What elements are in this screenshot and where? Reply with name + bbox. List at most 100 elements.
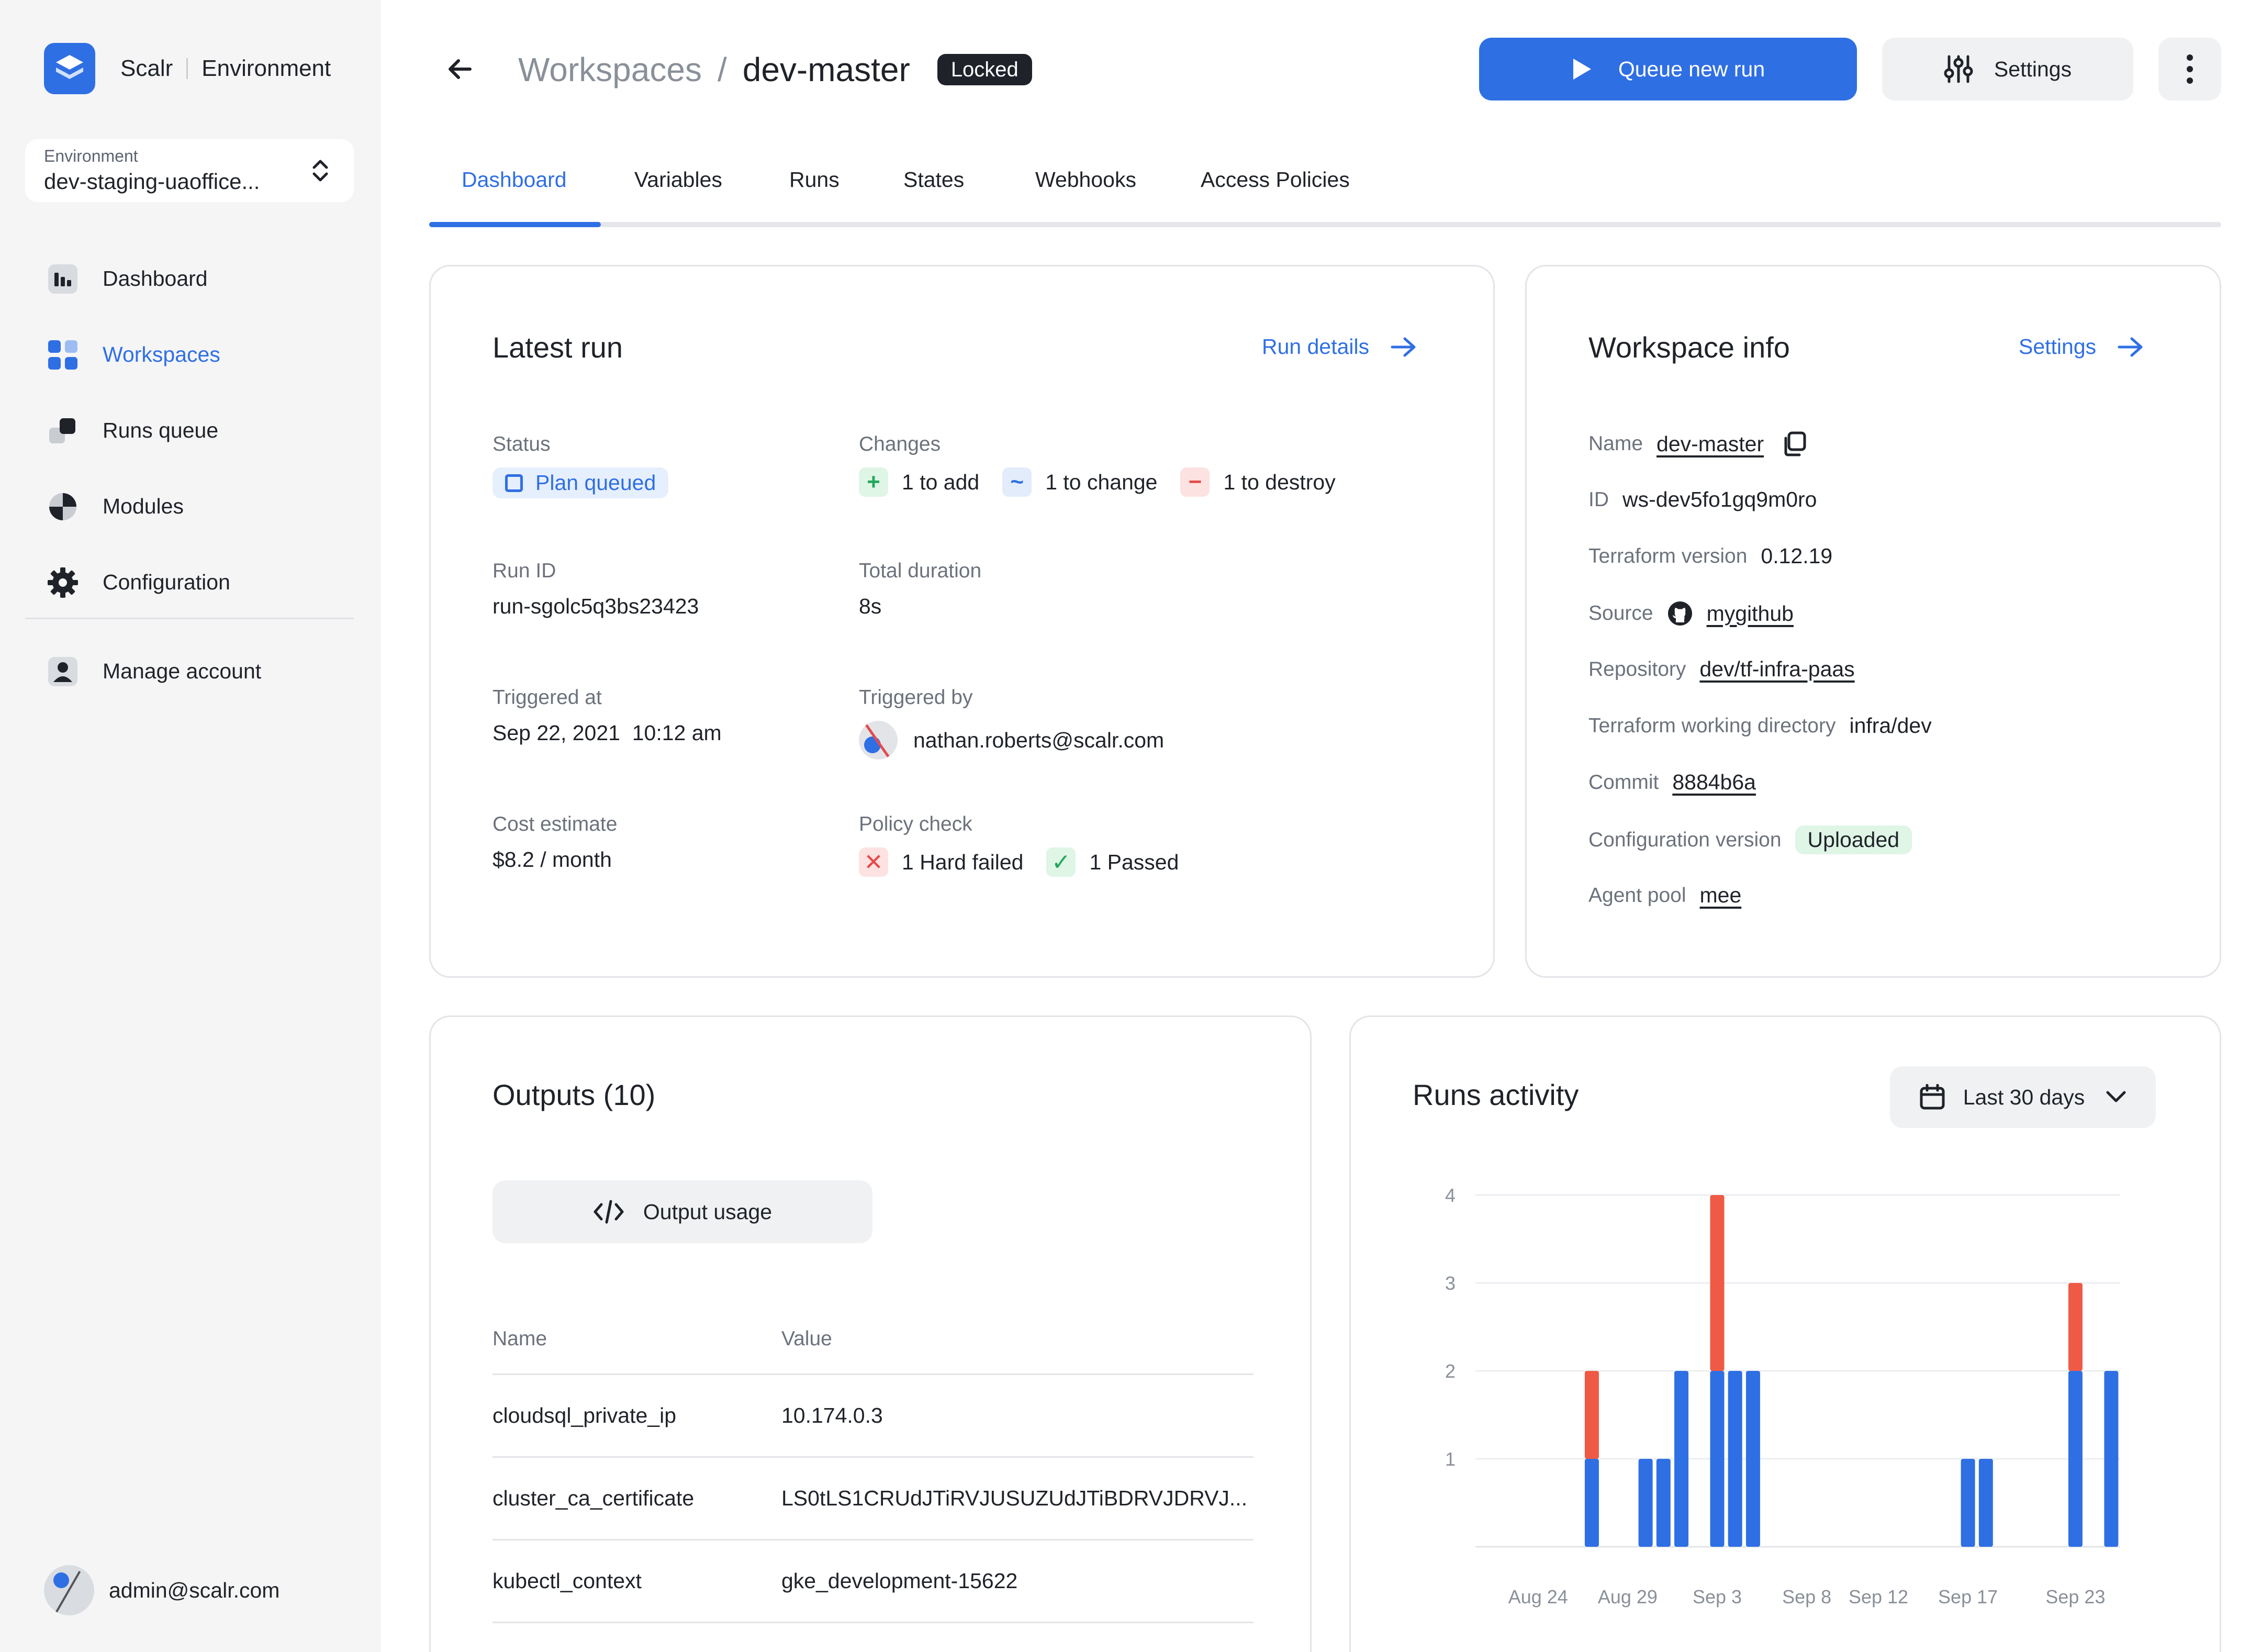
info-working-directory-value: infra/dev	[1849, 713, 1932, 738]
environment-select[interactable]: Environment dev-staging-uaoffice...	[25, 139, 354, 202]
info-commit-value[interactable]: 8884b6a	[1672, 770, 1756, 794]
sidebar-item-label: Runs queue	[103, 418, 219, 442]
date-range-value: Last 30 days	[1963, 1085, 2085, 1109]
settings-button[interactable]: Settings	[1882, 38, 2133, 101]
cost-value: $8.2 / month	[493, 847, 612, 872]
sidebar-item-modules[interactable]: Modules	[44, 468, 358, 544]
table-row[interactable]: kubectl_context gke_development-15622	[493, 1541, 1253, 1623]
gear-icon	[44, 564, 82, 601]
calendar-icon	[1920, 1084, 1945, 1110]
runs-activity-chart: 1 2 3 4 Aug 24 Aug 29 Sep 3 Sep 8 Sep 12 Sep 17 Se…	[1445, 1185, 2120, 1608]
configuration-status-badge: Uploaded	[1795, 825, 1912, 854]
sidebar-divider	[25, 618, 354, 619]
workspace-tabs: Dashboard Variables Runs States Webhooks…	[429, 157, 2221, 227]
change-destroy-value: 1 to destroy	[1223, 470, 1336, 494]
duration-value: 8s	[859, 594, 882, 618]
queue-new-run-label: Queue new run	[1618, 57, 1765, 81]
sidebar-item-workspaces[interactable]: Workspaces	[44, 317, 358, 393]
run-details-link[interactable]: Run details	[1262, 334, 1417, 359]
changes-label: Changes	[859, 433, 941, 455]
arrow-right-icon	[2118, 337, 2143, 356]
triggered-by-label: Triggered by	[859, 686, 973, 709]
bar-success	[1745, 1371, 1760, 1547]
plus-icon: +	[859, 467, 888, 497]
column-header-name: Name	[493, 1327, 547, 1350]
current-user[interactable]: admin@scalr.com	[44, 1565, 279, 1615]
sidebar-item-label: Dashboard	[103, 266, 208, 291]
sidebar-item-label: Modules	[103, 494, 184, 518]
output-usage-button[interactable]: Output usage	[493, 1180, 872, 1243]
info-terraform-version-row: Terraform version 0.12.19	[1588, 544, 1832, 568]
arrow-left-icon	[449, 59, 472, 79]
bar-failed	[1584, 1371, 1599, 1459]
workspace-settings-link[interactable]: Settings	[2019, 334, 2144, 359]
latest-run-card: Latest run Run details Status Plan queue…	[429, 265, 1495, 978]
code-icon	[594, 1200, 624, 1224]
copy-icon[interactable]	[1782, 431, 1807, 457]
info-terraform-version-value: 0.12.19	[1761, 544, 1833, 568]
sidebar-item-configuration[interactable]: Configuration	[44, 544, 358, 620]
sidebar-item-runs-queue[interactable]: Runs queue	[44, 393, 358, 468]
run-id-label: Run ID	[493, 560, 556, 582]
back-button[interactable]	[446, 54, 475, 86]
info-id-row: ID ws-dev5fo1gq9m0ro	[1588, 487, 1817, 512]
chevron-up-down-icon	[312, 160, 328, 182]
policy-passed-value: 1 Passed	[1089, 850, 1179, 874]
info-repository-value[interactable]: dev/tf-infra-paas	[1699, 657, 1855, 681]
info-repository-key: Repository	[1588, 657, 1686, 680]
more-options-button[interactable]	[2158, 38, 2221, 101]
status-badge[interactable]: Plan queued	[493, 467, 669, 498]
tab-webhooks[interactable]: Webhooks	[1035, 168, 1136, 192]
info-name-value[interactable]: dev-master	[1656, 431, 1764, 456]
dashboard-icon	[44, 260, 82, 298]
table-row[interactable]: cloudsql_private_ip 10.174.0.3	[493, 1375, 1253, 1458]
info-source-key: Source	[1588, 602, 1653, 624]
tabs-track	[429, 222, 2221, 227]
tab-dashboard[interactable]: Dashboard	[462, 168, 567, 192]
policy-failed: ✕ 1 Hard failed	[859, 847, 1023, 877]
column-header-value: Value	[781, 1327, 832, 1350]
check-icon: ✓	[1046, 847, 1076, 877]
output-value: 10.174.0.3	[781, 1403, 883, 1427]
y-tick-label: 4	[1445, 1185, 1456, 1206]
info-source-row: Source mygithub	[1588, 600, 1794, 627]
breadcrumb-workspaces-link[interactable]: Workspaces	[518, 51, 702, 88]
sidebar-nav: Dashboard Workspaces Runs queue Modules …	[44, 241, 358, 620]
change-modify-value: 1 to change	[1045, 470, 1158, 494]
info-agent-pool-value[interactable]: mee	[1699, 883, 1742, 907]
cost-label: Cost estimate	[493, 813, 618, 835]
sidebar-item-manage-account[interactable]: Manage account	[44, 633, 261, 709]
info-source-value[interactable]: mygithub	[1706, 601, 1794, 626]
output-name: kubectl_context	[493, 1569, 642, 1593]
queue-new-run-button[interactable]: Queue new run	[1479, 38, 1857, 101]
tab-states[interactable]: States	[903, 168, 965, 192]
triggered-at-field: Triggered at Sep 22, 2021 10:12 am	[493, 686, 722, 745]
info-working-directory-row: Terraform working directory infra/dev	[1588, 713, 1932, 738]
sidebar-item-dashboard[interactable]: Dashboard	[44, 241, 358, 317]
info-commit-row: Commit 8884b6a	[1588, 770, 1756, 795]
duration-label: Total duration	[859, 560, 982, 582]
table-row[interactable]: cluster_ca_certificate LS0tLS1CRUdJTiRVJ…	[493, 1458, 1253, 1541]
sliders-icon	[1944, 55, 1973, 83]
brand[interactable]: Scalr Environment	[44, 43, 331, 94]
settings-label: Settings	[1994, 57, 2072, 81]
changes-field: Changes + 1 to add ~ 1 to change − 1 to …	[859, 433, 1359, 497]
bar-success	[1638, 1459, 1653, 1547]
outputs-table-header: Name Value	[493, 1304, 1253, 1375]
policy-field: Policy check ✕ 1 Hard failed ✓ 1 Passed	[859, 813, 1202, 877]
info-commit-key: Commit	[1588, 771, 1659, 794]
user-email: admin@scalr.com	[109, 1578, 280, 1602]
bar-success	[1961, 1459, 1975, 1547]
modules-icon	[44, 488, 82, 526]
info-configuration-version-row: Configuration version Uploaded	[1588, 825, 1912, 854]
tab-variables[interactable]: Variables	[634, 168, 722, 192]
sidebar: Scalr Environment Environment dev-stagin…	[0, 0, 381, 1652]
environment-label: Environment	[44, 147, 138, 165]
x-tick-label: Sep 23	[2045, 1586, 2105, 1608]
run-id-value: run-sgolc5q3bs23423	[493, 594, 699, 618]
tab-access-policies[interactable]: Access Policies	[1201, 168, 1350, 192]
tab-runs[interactable]: Runs	[789, 168, 840, 192]
workspace-info-card: Workspace info Settings Name dev-master …	[1525, 265, 2221, 978]
date-range-select[interactable]: Last 30 days	[1890, 1066, 2156, 1128]
sidebar-item-label: Workspaces	[103, 342, 220, 366]
